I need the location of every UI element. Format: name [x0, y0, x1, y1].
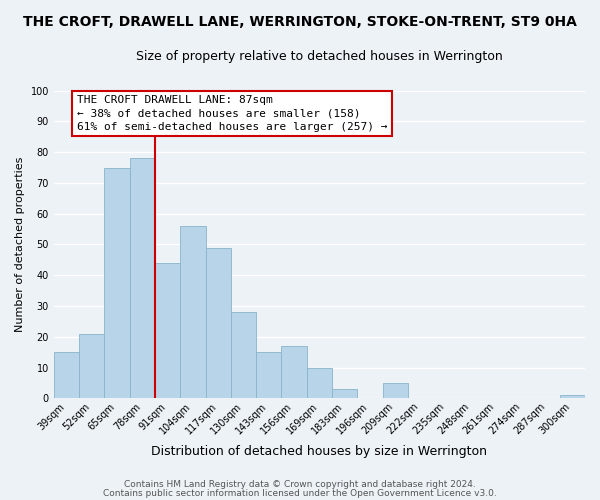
Bar — [130, 158, 155, 398]
Text: Contains HM Land Registry data © Crown copyright and database right 2024.: Contains HM Land Registry data © Crown c… — [124, 480, 476, 489]
Text: THE CROFT, DRAWELL LANE, WERRINGTON, STOKE-ON-TRENT, ST9 0HA: THE CROFT, DRAWELL LANE, WERRINGTON, STO… — [23, 15, 577, 29]
Y-axis label: Number of detached properties: Number of detached properties — [15, 157, 25, 332]
Bar — [206, 248, 231, 398]
Text: THE CROFT DRAWELL LANE: 87sqm
← 38% of detached houses are smaller (158)
61% of : THE CROFT DRAWELL LANE: 87sqm ← 38% of d… — [77, 95, 387, 132]
Bar — [256, 352, 281, 399]
Bar — [560, 396, 585, 398]
Bar — [104, 168, 130, 398]
Bar — [383, 383, 408, 398]
Bar — [155, 263, 180, 398]
X-axis label: Distribution of detached houses by size in Werrington: Distribution of detached houses by size … — [151, 444, 487, 458]
Bar — [180, 226, 206, 398]
Bar — [79, 334, 104, 398]
Bar — [332, 389, 358, 398]
Text: Contains public sector information licensed under the Open Government Licence v3: Contains public sector information licen… — [103, 488, 497, 498]
Bar — [281, 346, 307, 399]
Bar — [307, 368, 332, 398]
Title: Size of property relative to detached houses in Werrington: Size of property relative to detached ho… — [136, 50, 503, 63]
Bar — [231, 312, 256, 398]
Bar — [54, 352, 79, 399]
